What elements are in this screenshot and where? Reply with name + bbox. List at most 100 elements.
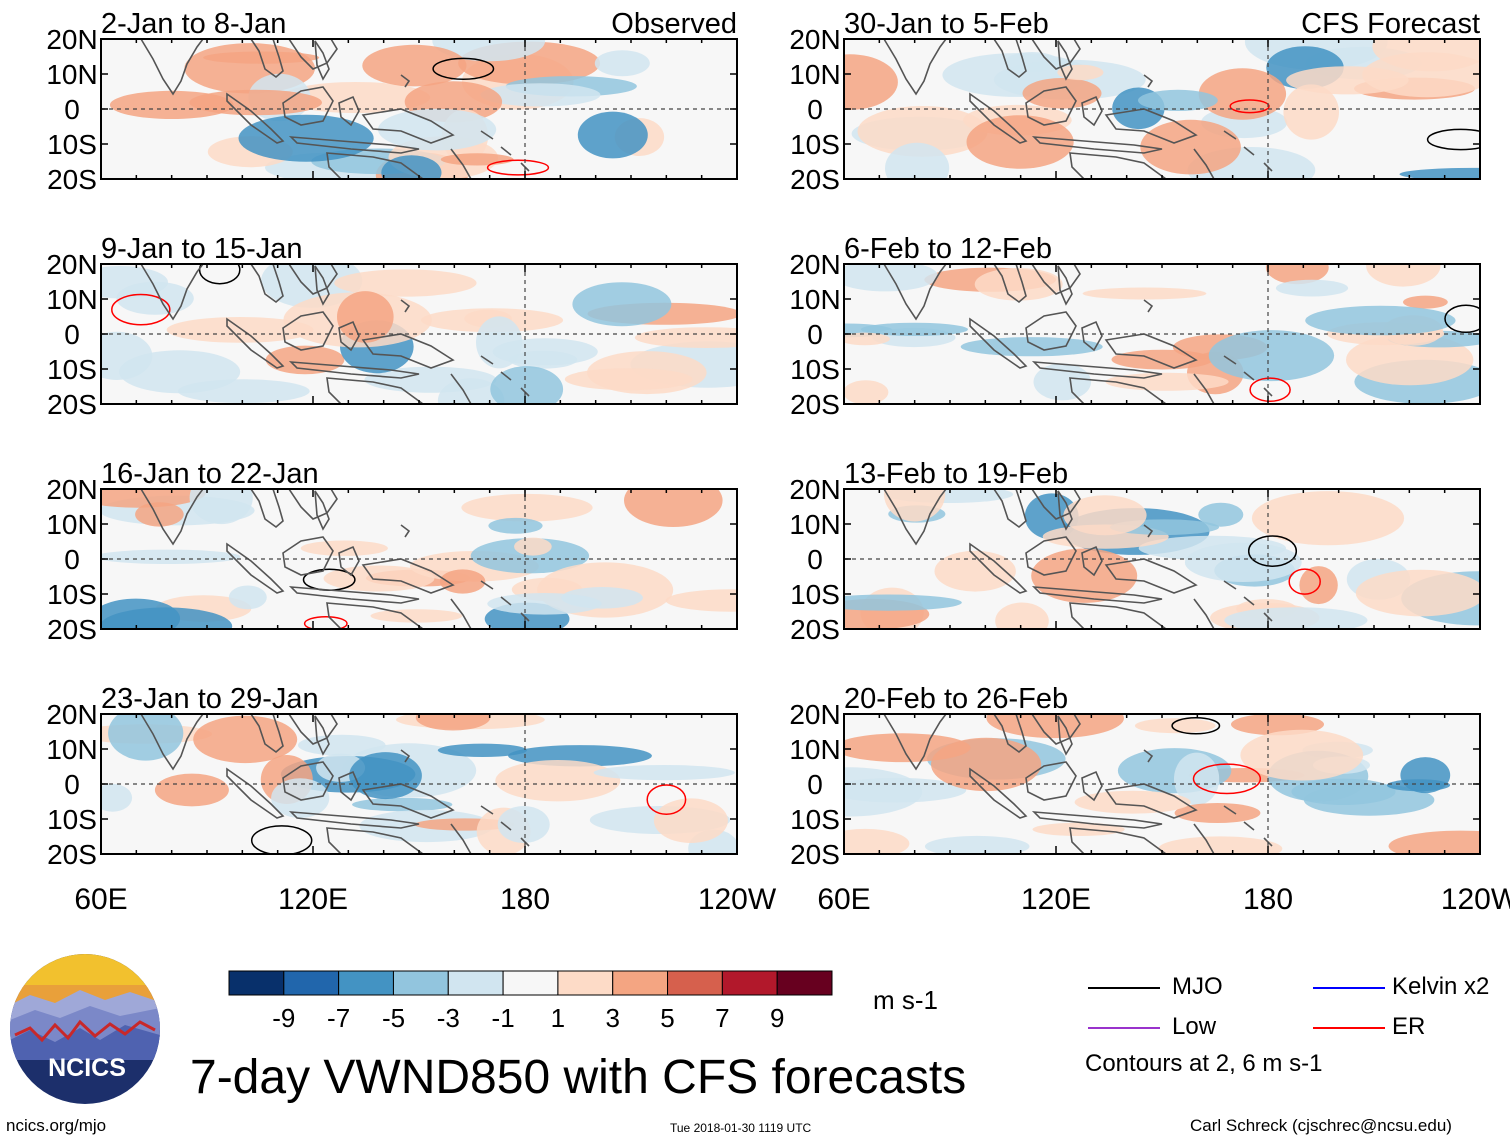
coastline bbox=[288, 811, 420, 829]
lat-label: 20S bbox=[47, 614, 97, 645]
anomaly-blob bbox=[1105, 372, 1229, 391]
coastline bbox=[993, 489, 1027, 529]
anomaly-blob bbox=[189, 489, 253, 525]
coastline bbox=[361, 333, 455, 369]
lat-label: 0 bbox=[64, 319, 80, 350]
legend-label-low: Low bbox=[1172, 1013, 1217, 1040]
anomaly-blob bbox=[861, 322, 968, 336]
lat-label: 10N bbox=[46, 734, 97, 765]
coastline bbox=[288, 714, 338, 745]
panel-period-label: 23-Jan to 29-Jan bbox=[101, 683, 319, 715]
anomaly-blob bbox=[440, 153, 514, 166]
lat-label: 10S bbox=[47, 129, 97, 160]
colorbar-swatch bbox=[557, 970, 614, 996]
anomaly-blob bbox=[265, 345, 345, 375]
coastline bbox=[361, 558, 455, 594]
anomaly-blob bbox=[1286, 66, 1409, 95]
anomaly-blob bbox=[1063, 495, 1147, 536]
map-panel: 2-Jan to 8-Jan Observed 20N 10N 0 10S 20S bbox=[46, 8, 738, 195]
lat-label: 20N bbox=[46, 474, 97, 505]
anomaly-blob bbox=[437, 743, 527, 757]
lat-label: 20S bbox=[790, 614, 840, 645]
er-contour bbox=[303, 615, 348, 629]
coastline bbox=[993, 264, 1027, 304]
coastline bbox=[480, 355, 494, 365]
coastline bbox=[1069, 377, 1168, 404]
mjo-contour bbox=[432, 57, 495, 80]
coastline bbox=[140, 489, 204, 546]
coastline bbox=[993, 714, 1027, 754]
er-contour bbox=[1192, 763, 1262, 795]
lat-label: 20S bbox=[47, 839, 97, 870]
coastline bbox=[1193, 148, 1215, 179]
lon-label: 120E bbox=[1021, 883, 1091, 916]
colorbar-swatch bbox=[667, 970, 723, 996]
lon-label: 120W bbox=[1441, 883, 1510, 916]
anomaly-blob bbox=[931, 737, 1042, 792]
lon-label: 120E bbox=[278, 883, 348, 916]
coastline bbox=[1193, 823, 1215, 854]
coastline bbox=[338, 95, 360, 127]
lat-label: 10S bbox=[790, 129, 840, 160]
coastline bbox=[288, 136, 420, 154]
lon-label: 60E bbox=[817, 883, 870, 916]
coastline bbox=[1031, 361, 1163, 379]
er-contour bbox=[486, 159, 550, 176]
coastline bbox=[1143, 299, 1154, 313]
anomaly-blob bbox=[101, 783, 133, 812]
panel-period-label: 9-Jan to 15-Jan bbox=[101, 233, 303, 265]
ncics-logo: NCICS bbox=[10, 954, 160, 1104]
colorbar-swatch bbox=[338, 970, 394, 996]
lat-label: 0 bbox=[64, 769, 80, 800]
lat-label: 20S bbox=[790, 164, 840, 195]
legend bbox=[1088, 987, 1385, 1029]
lat-label: 20N bbox=[789, 699, 840, 730]
anomaly-blob bbox=[1074, 790, 1191, 814]
anomaly-field bbox=[101, 489, 737, 629]
coastline bbox=[450, 148, 472, 179]
lat-label: 10N bbox=[789, 284, 840, 315]
anomaly-blob bbox=[470, 538, 590, 574]
coastline bbox=[1143, 74, 1154, 88]
panel-period-label: 16-Jan to 22-Jan bbox=[101, 458, 319, 490]
lon-label: 180 bbox=[500, 883, 550, 916]
coastline bbox=[250, 714, 284, 754]
lat-label: 10N bbox=[46, 59, 97, 90]
anomaly-blob bbox=[193, 715, 298, 764]
coastline bbox=[1069, 827, 1168, 854]
anomaly-blob bbox=[594, 50, 650, 77]
anomaly-blob bbox=[116, 281, 194, 315]
anomaly-blob bbox=[1305, 305, 1456, 336]
anomaly-blob bbox=[461, 493, 593, 522]
anomaly-blob bbox=[334, 269, 477, 297]
colorbar-tick-label: 1 bbox=[551, 1003, 565, 1033]
legend-label-mjo: MJO bbox=[1172, 973, 1223, 1000]
er-contour bbox=[1249, 377, 1291, 403]
site-url: ncics.org/mjo bbox=[6, 1116, 107, 1135]
anomaly-blob bbox=[634, 327, 737, 348]
coastline bbox=[282, 761, 334, 801]
lon-label: 180 bbox=[1243, 883, 1293, 916]
coastline bbox=[282, 311, 334, 351]
anomaly-blob bbox=[844, 332, 890, 346]
lat-label: 20N bbox=[789, 24, 840, 55]
coastline bbox=[314, 490, 330, 531]
coastline bbox=[450, 823, 472, 854]
lat-label: 0 bbox=[807, 319, 823, 350]
anomaly-blob bbox=[490, 366, 564, 404]
colorbar-swatch bbox=[392, 970, 449, 996]
coastline bbox=[338, 770, 360, 802]
coastline bbox=[338, 545, 360, 577]
anomaly-blob bbox=[349, 752, 422, 800]
anomaly-blob bbox=[101, 331, 153, 380]
coastline bbox=[1031, 714, 1081, 745]
coastline bbox=[288, 586, 420, 604]
coastline bbox=[361, 108, 455, 144]
coastline bbox=[1223, 580, 1237, 590]
coastline bbox=[314, 715, 330, 756]
anomaly-blob bbox=[885, 142, 950, 179]
